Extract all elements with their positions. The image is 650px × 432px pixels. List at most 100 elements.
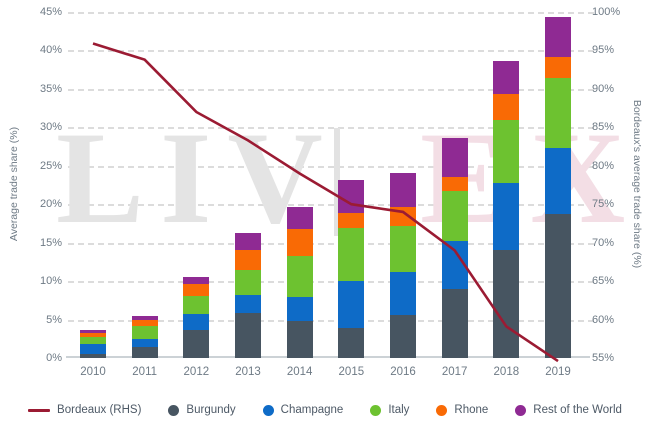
bar-italy-2017 [441, 191, 468, 242]
left-axis-tick-10%: 10% [39, 275, 62, 288]
legend-label: Champagne [280, 404, 344, 416]
right-axis-tick-55%: 55% [592, 352, 615, 364]
legend-swatch-circle [168, 404, 180, 416]
legend: Bordeaux (RHS) Burgundy Champagne Italy Rhon… [0, 399, 650, 421]
bar-rhone-2015 [338, 213, 365, 229]
x-axis-label-2011: 2011 [132, 366, 158, 378]
bar-rest-of-the-world-2013 [235, 233, 261, 251]
bar-italy-2015 [338, 228, 365, 282]
legend-label: Rest of the World [533, 404, 622, 416]
legend-item-champagne: Champagne [262, 404, 344, 416]
left-axis-tick-25%: 25% [39, 159, 62, 172]
bar-burgundy-2015 [338, 328, 365, 358]
legend-swatch-circle [436, 404, 448, 416]
left-axis-tick-20%: 20% [39, 198, 62, 211]
legend-item-rhone: Rhone [436, 404, 488, 416]
gridline-35% [68, 88, 594, 91]
bar-rest-of-the-world-2019 [545, 17, 571, 58]
right-axis-tick-70%: 70% [592, 236, 615, 249]
x-axis-label-2016: 2016 [390, 366, 416, 378]
bar-burgundy-2012 [183, 330, 210, 358]
gridline-30% [68, 127, 594, 130]
x-axis-label-2015: 2015 [338, 366, 365, 378]
x-axis-label-2012: 2012 [183, 366, 210, 378]
bar-rhone-2012 [183, 284, 210, 296]
bar-italy-2018 [493, 120, 520, 183]
bar-champagne-2013 [235, 294, 261, 314]
x-axis-label-2018: 2018 [493, 366, 520, 378]
left-axis-tick-35%: 35% [39, 82, 62, 95]
bar-rest-of-the-world-2016 [390, 173, 416, 207]
bar-rhone-2013 [235, 250, 261, 270]
right-axis-tick-60%: 60% [592, 313, 615, 326]
bar-italy-2011 [131, 325, 158, 339]
left-axis-tick-45%: 45% [39, 6, 62, 18]
bordeaux-line-layer [92, 42, 559, 363]
right-axis-tick-65%: 65% [592, 275, 615, 288]
x-axis-label-2019: 2019 [545, 366, 571, 378]
bar-rhone-2019 [545, 57, 571, 79]
bar-rest-of-the-world-2011 [131, 315, 158, 320]
gridline-45% [68, 12, 594, 14]
bar-italy-2013 [235, 269, 261, 295]
bar-italy-2016 [390, 225, 416, 272]
legend-swatch-circle [262, 404, 274, 416]
plot-area: LIV EX [56, 12, 625, 363]
right-axis-tick-100%: 100% [592, 6, 621, 18]
x-axis-label-2013: 2013 [235, 366, 261, 378]
legend-label: Rhone [454, 404, 489, 416]
left-axis-tick-0%: 0% [46, 352, 62, 364]
livex-watermark-separator [334, 128, 340, 236]
bar-rest-of-the-world-2015 [338, 179, 365, 214]
right-axis-title: Bordeaux's average trade share (%) [631, 99, 643, 269]
legend-swatch-circle [515, 404, 527, 416]
bar-rhone-2018 [493, 93, 520, 121]
bar-rest-of-the-world-2014 [286, 206, 313, 229]
legend-item-rest-of-the-world: Rest of the World [515, 404, 622, 416]
legend-item-bordeaux-rhs-: Bordeaux (RHS) [28, 404, 141, 416]
bar-champagne-2014 [286, 296, 313, 322]
left-axis-title: Average trade share (%) [8, 126, 20, 242]
bar-rhone-2010 [80, 333, 106, 338]
legend-item-italy: Italy [370, 404, 409, 416]
legend-label: Burgundy [186, 404, 236, 416]
bar-champagne-2011 [131, 338, 158, 348]
bar-italy-2010 [80, 337, 106, 345]
right-axis-tick-75%: 75% [592, 198, 615, 211]
bar-italy-2012 [183, 295, 210, 315]
livex-watermark-liv: LIV [56, 104, 339, 251]
gridline-40% [68, 50, 594, 53]
right-axis-tick-85%: 85% [592, 121, 615, 134]
x-axis-label-2010: 2010 [80, 366, 106, 378]
bar-italy-2019 [545, 78, 571, 149]
bar-burgundy-2010 [80, 354, 106, 358]
bar-italy-2014 [286, 255, 313, 297]
gridline-10% [68, 281, 594, 284]
right-axis-tick-80%: 80% [592, 159, 615, 172]
left-axis-tick-40%: 40% [39, 44, 62, 57]
bar-champagne-2012 [183, 314, 210, 331]
bar-champagne-2015 [338, 281, 365, 329]
legend-label: Italy [388, 404, 410, 416]
gridline-5% [68, 319, 594, 322]
x-axis-baseline [66, 356, 590, 358]
bar-rest-of-the-world-2018 [493, 61, 520, 94]
bar-rhone-2011 [131, 319, 158, 326]
bar-champagne-2018 [493, 182, 520, 250]
gridline-15% [68, 242, 594, 245]
bar-burgundy-2016 [390, 314, 416, 358]
bar-champagne-2016 [390, 271, 416, 315]
legend-swatch-circle [370, 404, 382, 416]
bar-burgundy-2017 [441, 288, 468, 358]
bar-rest-of-the-world-2010 [80, 330, 106, 334]
gridline-20% [68, 204, 594, 207]
bar-burgundy-2011 [131, 347, 158, 358]
right-axis-tick-90%: 90% [592, 82, 615, 95]
bar-champagne-2019 [545, 148, 571, 215]
legend-swatch-line [28, 408, 51, 412]
bar-burgundy-2014 [286, 321, 313, 358]
bar-rhone-2017 [441, 176, 468, 192]
left-axis-tick-5%: 5% [46, 313, 62, 326]
x-axis-label-2017: 2017 [441, 366, 468, 378]
